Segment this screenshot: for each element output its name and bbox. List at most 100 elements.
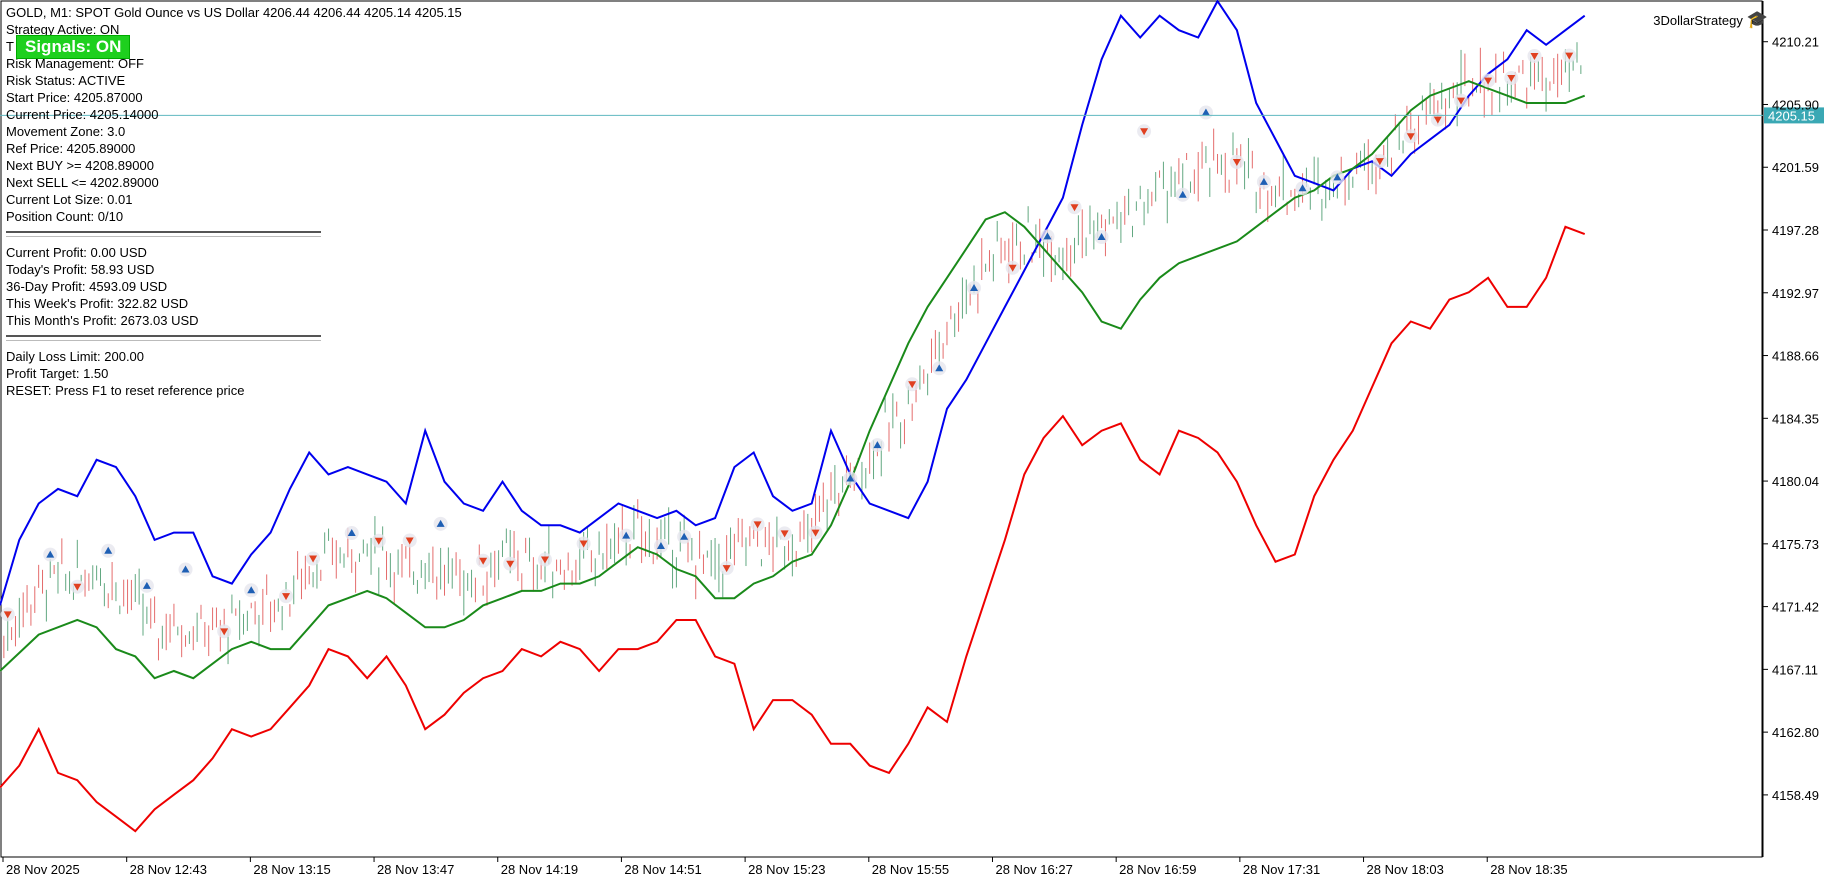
sell-arrow-icon (908, 381, 917, 389)
sell-arrow-icon (780, 530, 789, 538)
y-tick-label: 4192.97 (1772, 286, 1819, 301)
sell-arrow-icon (1406, 133, 1415, 141)
sell-arrow-icon (1008, 264, 1017, 272)
divider (6, 335, 321, 341)
x-axis: 28 Nov 2025 28 Nov 12:43 28 Nov 13:15 28 No… (2, 857, 1568, 877)
buy-arrow-icon (46, 550, 55, 558)
status-line: T (6, 39, 14, 54)
y-tick-label: 4184.35 (1772, 411, 1819, 426)
limit-line: RESET: Press F1 to reset reference price (6, 383, 245, 398)
x-tick-label: 28 Nov 16:59 (1119, 862, 1196, 877)
x-tick-label: 28 Nov 13:47 (377, 862, 454, 877)
info-panel: GOLD, M1: SPOT Gold Ounce vs US Dollar 4… (6, 4, 462, 399)
y-tick-label: 4167.11 (1772, 662, 1818, 677)
sell-arrow-icon (1232, 158, 1241, 166)
sell-arrow-icon (1070, 204, 1079, 212)
sell-arrow-icon (811, 529, 820, 537)
sell-arrow-icon (220, 628, 229, 636)
candles-layer (3, 42, 1582, 665)
sell-arrow-icon (1140, 128, 1149, 136)
status-line: Current Lot Size: 0.01 (6, 192, 133, 207)
sell-arrow-icon (405, 537, 414, 545)
buy-arrow-icon (1178, 190, 1187, 198)
status-line: Start Price: 4205.87000 (6, 90, 143, 105)
y-tick-label: 4171.42 (1772, 600, 1819, 615)
buy-arrow-icon (873, 441, 882, 449)
buy-arrow-icon (1298, 184, 1307, 192)
buy-arrow-icon (1201, 108, 1210, 116)
brand-text: 3DollarStrategy (1653, 12, 1743, 28)
profit-block: Current Profit: 0.00 USD Today's Profit: … (6, 244, 462, 329)
x-tick-label: 28 Nov 17:31 (1243, 862, 1320, 877)
y-tick-label: 4201.59 (1772, 160, 1819, 175)
current-price-layer: 4205.15 (0, 107, 1824, 124)
brand-label: 3DollarStrategy 🎓 (1653, 10, 1768, 30)
sell-arrow-icon (1484, 77, 1493, 85)
sell-arrow-icon (1375, 158, 1384, 166)
buy-arrow-icon (680, 532, 689, 540)
buy-arrow-icon (656, 541, 665, 549)
signals-badge[interactable]: Signals: ON (16, 35, 131, 59)
sell-arrow-icon (309, 555, 318, 563)
sell-arrow-icon (579, 540, 588, 548)
x-tick-label: 28 Nov 14:19 (501, 862, 578, 877)
x-tick-label: 28 Nov 12:43 (130, 862, 207, 877)
y-tick-label: 4180.04 (1772, 474, 1819, 489)
y-tick-label: 4188.66 (1772, 349, 1819, 364)
sell-arrow-icon (73, 583, 82, 591)
profit-line: Today's Profit: 58.93 USD (6, 262, 155, 277)
buy-arrow-icon (1043, 232, 1052, 240)
sell-arrow-icon (1457, 97, 1466, 105)
buy-arrow-icon (970, 283, 979, 291)
current-price-label-bg (1764, 107, 1824, 124)
y-tick-label: 4205.90 (1772, 97, 1819, 112)
buy-arrow-icon (622, 531, 631, 539)
buy-arrow-icon (1097, 233, 1106, 241)
y-tick-label: 4210.21 (1772, 35, 1819, 50)
buy-arrow-icon (1259, 177, 1268, 185)
buy-arrow-icon (347, 529, 356, 537)
sell-arrow-icon (1565, 52, 1574, 60)
y-tick-label: 4162.80 (1772, 725, 1819, 740)
status-line: Position Count: 0/10 (6, 209, 124, 224)
plot-frame (0, 0, 1763, 858)
x-tick-label: 28 Nov 15:55 (872, 862, 949, 877)
sell-arrow-icon (506, 560, 515, 568)
buy-arrow-icon (104, 546, 113, 554)
middle-line (0, 80, 1586, 680)
x-tick-label: 28 Nov 18:03 (1367, 862, 1444, 877)
x-tick-label: 28 Nov 16:27 (995, 862, 1072, 877)
lower-band-line (0, 225, 1586, 833)
buy-arrow-icon (436, 519, 445, 527)
sell-arrow-icon (540, 556, 549, 564)
sell-arrow-icon (282, 593, 291, 601)
buy-arrow-icon (846, 474, 855, 482)
x-tick-label: 28 Nov 15:23 (748, 862, 825, 877)
limits-block: Daily Loss Limit: 200.00 Profit Target: 1… (6, 348, 462, 399)
y-tick-label: 4158.49 (1772, 788, 1819, 803)
bands-layer (0, 0, 1586, 833)
status-line: Risk Management: OFF (6, 56, 144, 71)
status-line: Strategy Active: ON (6, 22, 120, 37)
x-tick-label: 28 Nov 13:15 (253, 862, 330, 877)
sell-arrow-icon (479, 557, 488, 565)
sell-arrow-icon (753, 521, 762, 529)
profit-line: Current Profit: 0.00 USD (6, 245, 147, 260)
y-tick-label: 4197.28 (1772, 223, 1819, 238)
x-tick-label: 28 Nov 14:51 (624, 862, 701, 877)
current-price-label: 4205.15 (1768, 108, 1815, 123)
status-line: Next BUY >= 4208.89000 (6, 158, 154, 173)
status-block: Strategy Active: ON T Risk Management: OFF… (6, 21, 462, 225)
limit-line: Daily Loss Limit: 200.00 (6, 349, 145, 364)
limit-line: Profit Target: 1.50 (6, 366, 109, 381)
y-axis: 4210.21 4205.90 4201.59 4197.28 4192.97 4188.… (1763, 35, 1819, 803)
status-line: Next SELL <= 4202.89000 (6, 175, 159, 190)
divider (6, 231, 321, 237)
status-line: Ref Price: 4205.89000 (6, 141, 136, 156)
profit-line: This Month's Profit: 2673.03 USD (6, 313, 199, 328)
buy-arrow-icon (247, 586, 256, 594)
buy-arrow-icon (1333, 173, 1342, 181)
profit-line: 36-Day Profit: 4593.09 USD (6, 279, 168, 294)
sell-arrow-icon (1507, 74, 1516, 82)
